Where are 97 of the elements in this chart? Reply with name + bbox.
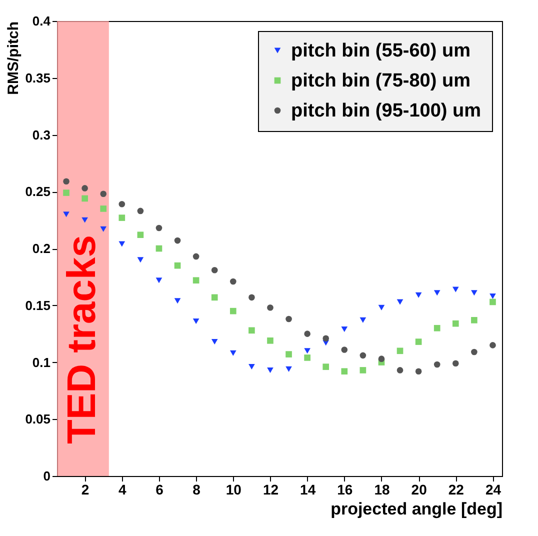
point bbox=[230, 278, 236, 285]
point bbox=[471, 348, 478, 356]
point bbox=[304, 330, 310, 337]
point bbox=[82, 185, 88, 192]
x-tick-label: 16 bbox=[337, 482, 353, 498]
point bbox=[434, 290, 440, 296]
point bbox=[248, 327, 255, 334]
point bbox=[396, 367, 404, 374]
x-tick-label: 24 bbox=[485, 482, 502, 498]
y-tick-label: 0.35 bbox=[25, 70, 50, 86]
point bbox=[360, 317, 366, 323]
point bbox=[341, 326, 348, 332]
point bbox=[230, 350, 236, 356]
point bbox=[156, 224, 162, 232]
y-tick-label: 0.05 bbox=[25, 412, 50, 427]
x-axis-title: projected angle [deg] bbox=[330, 500, 502, 518]
point bbox=[137, 208, 144, 214]
point bbox=[248, 364, 255, 370]
point bbox=[100, 206, 107, 212]
point bbox=[396, 348, 404, 354]
point bbox=[341, 346, 348, 353]
point bbox=[434, 361, 440, 368]
x-tick-label: 18 bbox=[374, 482, 390, 498]
point bbox=[267, 304, 274, 311]
point bbox=[341, 368, 348, 375]
point bbox=[396, 299, 404, 305]
point bbox=[137, 257, 144, 263]
point bbox=[267, 367, 274, 373]
x-tick-label: 14 bbox=[300, 482, 316, 498]
point bbox=[248, 294, 255, 301]
y-tick-label: 0.2 bbox=[32, 241, 50, 256]
point bbox=[471, 290, 478, 296]
point bbox=[415, 368, 422, 375]
point bbox=[360, 367, 366, 374]
point bbox=[490, 298, 496, 306]
point bbox=[471, 317, 478, 324]
x-tick-label: 4 bbox=[118, 482, 126, 498]
point bbox=[452, 320, 459, 327]
point bbox=[322, 335, 330, 342]
point bbox=[192, 277, 200, 284]
point bbox=[63, 190, 70, 196]
legend-label: pitch bin (55-60) um bbox=[291, 40, 470, 62]
point bbox=[490, 294, 496, 300]
point bbox=[82, 217, 88, 223]
legend-label: pitch bin (95-100) um bbox=[291, 100, 482, 122]
point bbox=[415, 292, 422, 298]
point bbox=[137, 232, 144, 238]
point bbox=[322, 364, 330, 370]
point bbox=[452, 286, 459, 292]
legend-label: pitch bin (75-80) um bbox=[291, 70, 470, 92]
point bbox=[82, 195, 88, 202]
point bbox=[452, 360, 459, 367]
x-tick-label: 22 bbox=[448, 482, 464, 498]
point bbox=[211, 266, 218, 274]
y-tick-label: 0 bbox=[43, 468, 50, 484]
point bbox=[174, 298, 181, 304]
point bbox=[286, 366, 292, 372]
point bbox=[174, 237, 181, 244]
point bbox=[192, 253, 200, 260]
point bbox=[174, 262, 181, 269]
point bbox=[415, 338, 422, 345]
point bbox=[490, 342, 496, 348]
point bbox=[156, 278, 162, 284]
point bbox=[118, 200, 126, 208]
y-tick-label: 0.3 bbox=[32, 127, 50, 142]
y-tick-label: 0.25 bbox=[25, 184, 50, 200]
point bbox=[286, 316, 292, 322]
point bbox=[192, 318, 200, 324]
point bbox=[211, 294, 218, 301]
point bbox=[211, 339, 218, 345]
point bbox=[118, 241, 126, 247]
point bbox=[378, 356, 385, 362]
point bbox=[100, 190, 107, 198]
x-tick-label: 6 bbox=[156, 482, 164, 498]
point bbox=[360, 352, 366, 359]
y-tick-label: 0.4 bbox=[32, 14, 52, 28]
point bbox=[63, 178, 70, 185]
point bbox=[118, 214, 126, 221]
y-tick-label: 0.1 bbox=[32, 354, 50, 370]
point bbox=[286, 351, 292, 358]
y-axis-title: RMS/pitch bbox=[5, 22, 22, 95]
x-tick-label: 20 bbox=[411, 482, 428, 498]
point bbox=[434, 324, 440, 332]
x-tick-label: 12 bbox=[262, 482, 279, 498]
point bbox=[63, 212, 70, 218]
point bbox=[378, 304, 385, 310]
x-tick-label: 10 bbox=[226, 482, 242, 498]
point bbox=[304, 348, 310, 354]
x-tick-label: 8 bbox=[192, 482, 201, 498]
point bbox=[230, 308, 236, 314]
point bbox=[267, 337, 274, 344]
point bbox=[304, 354, 310, 361]
band-label: TED tracks bbox=[60, 235, 104, 444]
x-tick-label: 2 bbox=[81, 482, 90, 498]
point bbox=[100, 226, 107, 232]
y-tick-label: 0.15 bbox=[25, 298, 50, 313]
point bbox=[156, 245, 162, 252]
